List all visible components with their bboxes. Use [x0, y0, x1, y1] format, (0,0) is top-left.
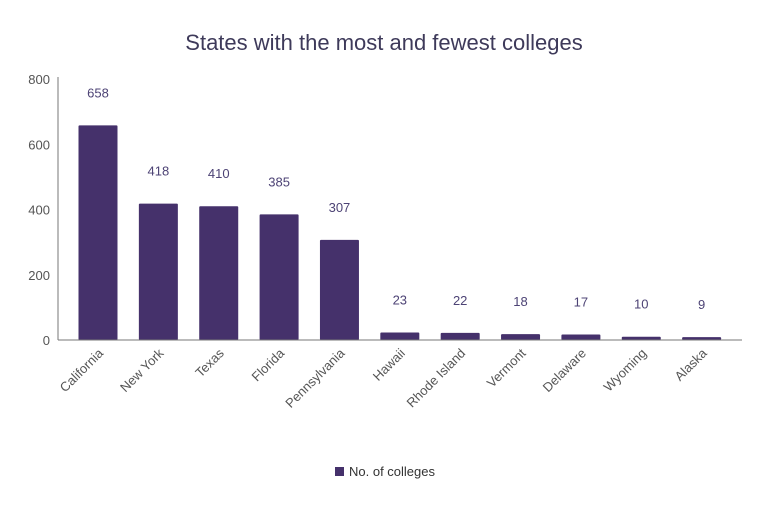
data-label: 307: [329, 200, 351, 215]
data-label: 23: [393, 292, 407, 307]
bar: [682, 337, 722, 340]
y-tick-label: 200: [28, 268, 50, 283]
bar: [319, 239, 359, 340]
bar: [561, 334, 601, 340]
data-label: 18: [513, 294, 527, 309]
legend: No. of colleges: [335, 464, 435, 479]
x-axis: California New York Texas FloridaPennsylvan…: [57, 339, 742, 411]
data-label: 10: [634, 297, 648, 312]
data-label: 385: [268, 174, 290, 189]
y-tick-label: 0: [43, 333, 50, 348]
x-tick-label: Hawaii: [370, 345, 408, 383]
y-axis: 0 200 400 600 800: [28, 72, 59, 348]
legend-swatch: [335, 467, 344, 476]
data-label: 410: [208, 166, 230, 181]
bar: [259, 214, 299, 340]
bar: [380, 332, 420, 340]
x-tick-label: California: [57, 345, 107, 395]
bar: [501, 334, 541, 340]
data-label: 22: [453, 293, 467, 308]
x-tick-label: Delaware: [540, 346, 589, 395]
data-label: 9: [698, 297, 705, 312]
x-tick-label: New York: [117, 345, 167, 395]
y-tick-label: 800: [28, 72, 50, 87]
x-tick-label: Rhode Island: [404, 346, 469, 411]
data-label: 418: [148, 164, 170, 179]
y-tick-label: 400: [28, 203, 50, 218]
x-tick-label: Alaska: [672, 345, 711, 384]
legend-label: No. of colleges: [349, 464, 435, 479]
bar: [78, 125, 118, 340]
chart-title: States with the most and fewest colleges: [185, 30, 582, 55]
bar: [440, 332, 480, 340]
bar: [621, 336, 661, 340]
x-tick-label: Vermont: [484, 345, 529, 390]
x-tick-label: Florida: [248, 345, 287, 384]
bars: 658 418 410 385 307 23 22 18 17 10 9: [78, 85, 722, 340]
data-label: 17: [574, 294, 588, 309]
x-tick-label: Pennsylvania: [282, 345, 348, 411]
x-tick-label: Texas: [192, 345, 227, 380]
data-label: 658: [87, 85, 109, 100]
x-tick-label: Wyoming: [601, 346, 650, 395]
bar: [199, 206, 239, 340]
y-tick-label: 600: [28, 137, 50, 152]
bar: [138, 203, 178, 340]
